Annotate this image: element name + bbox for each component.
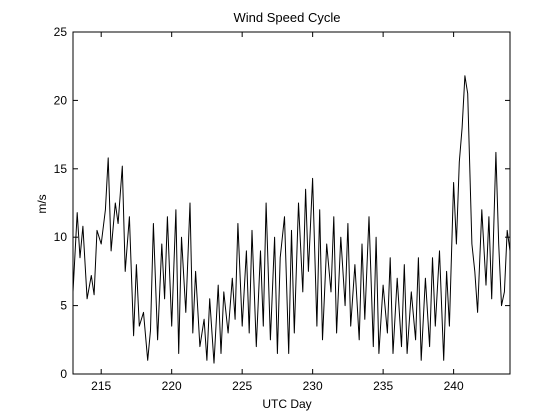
plot-frame xyxy=(72,31,511,375)
y-tick-label: 15 xyxy=(54,162,68,176)
y-tick-label: 25 xyxy=(54,25,68,39)
y-tick-label: 0 xyxy=(60,367,67,381)
x-tick-label: 230 xyxy=(303,379,323,393)
x-axis-ticks: 215 220 225 230 235 240 xyxy=(91,32,464,393)
x-tick-label: 235 xyxy=(373,379,393,393)
series-layer xyxy=(72,75,511,364)
y-axis-label: m/s xyxy=(35,194,49,213)
x-axis-label: UTC Day xyxy=(262,397,311,411)
y-tick-label: 10 xyxy=(54,230,68,244)
x-tick-label: 215 xyxy=(91,379,111,393)
x-tick-label: 225 xyxy=(232,379,252,393)
x-tick-label: 240 xyxy=(444,379,464,393)
y-tick-label: 20 xyxy=(54,93,68,107)
y-tick-label: 5 xyxy=(60,299,67,313)
x-tick-label: 220 xyxy=(162,379,182,393)
chart-title: Wind Speed Cycle xyxy=(234,10,341,25)
wind-speed-series-line xyxy=(72,75,511,364)
